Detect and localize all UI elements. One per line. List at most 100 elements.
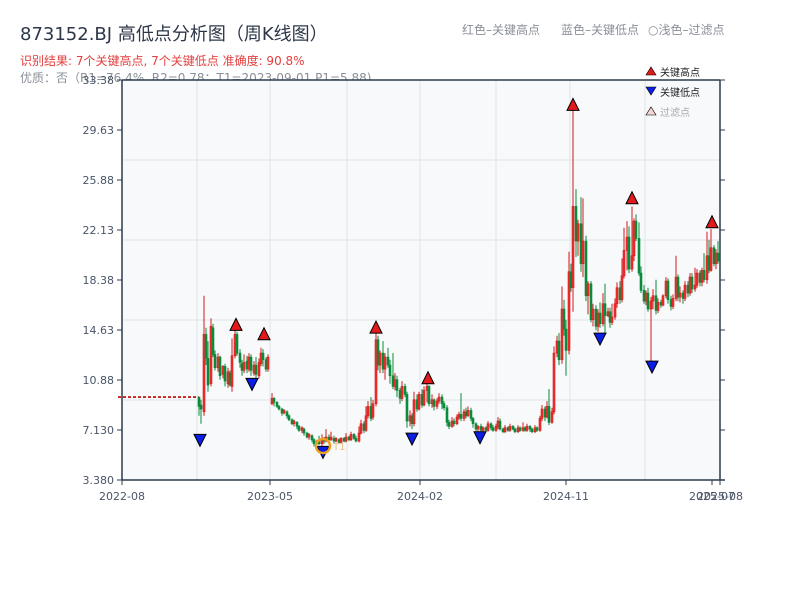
- candle-body: [649, 300, 653, 310]
- y-tick-label: 7.130: [83, 424, 115, 437]
- x-tick-label: 2025-07: [689, 490, 735, 503]
- candle-body: [287, 415, 291, 421]
- candle-body: [576, 223, 580, 242]
- candle-body: [486, 423, 490, 431]
- key-high-marker: [566, 97, 580, 111]
- candle-body: [435, 400, 439, 407]
- candle-body: [622, 250, 626, 277]
- key-high-marker: [625, 190, 639, 205]
- candle-body: [297, 426, 301, 431]
- key-low-marker: [405, 432, 419, 447]
- candle-body: [359, 423, 363, 434]
- candle-body: [503, 427, 507, 433]
- candle-body: [329, 436, 333, 441]
- candle-body: [678, 292, 682, 298]
- candle-body: [257, 362, 261, 377]
- candle-body: [307, 434, 311, 438]
- legend-label: 过滤点: [660, 106, 690, 119]
- candle-body: [223, 366, 227, 382]
- x-tick-label: 2025-08: [697, 490, 743, 503]
- candle-body: [412, 399, 416, 425]
- candle-body: [598, 312, 602, 325]
- candle-body: [249, 356, 253, 371]
- t1-highlight-ring: [314, 437, 332, 455]
- candle-body: [709, 247, 713, 271]
- candle-body: [230, 355, 234, 387]
- candle-body: [238, 352, 242, 363]
- candle-body: [354, 438, 358, 442]
- candle-body: [213, 354, 217, 369]
- candle-body: [442, 403, 446, 409]
- candle-body: [226, 371, 230, 385]
- candle-body: [357, 432, 361, 442]
- key-high-marker: [257, 326, 271, 341]
- candle-body: [364, 415, 368, 431]
- candle-body: [228, 372, 232, 386]
- candle-body: [378, 352, 382, 366]
- candle-body: [272, 398, 276, 403]
- candle-body: [637, 238, 641, 274]
- candle-body: [540, 408, 544, 419]
- candle-body: [447, 422, 451, 427]
- candle-body: [528, 426, 532, 430]
- t1-label: T1: [332, 442, 345, 453]
- y-tick-label: 18.38: [83, 274, 115, 287]
- candle-body: [620, 275, 624, 301]
- candle-body: [613, 303, 617, 318]
- candle-body: [634, 220, 638, 239]
- candle-body: [557, 340, 561, 361]
- candle-body: [344, 436, 348, 442]
- candle-body: [562, 308, 566, 330]
- candle-body: [202, 334, 206, 413]
- candle-body: [386, 356, 390, 366]
- x-tick-label: 2022-08: [99, 490, 145, 503]
- candle-body: [498, 420, 502, 430]
- candles: [197, 110, 720, 447]
- candle-body: [211, 327, 215, 355]
- result-summary: 识别结果: 7个关键高点, 7个关键低点 准确度: 90.8%: [20, 54, 305, 68]
- candle-body: [550, 411, 554, 423]
- key-low-marker: [593, 332, 607, 347]
- plot-area: [122, 80, 720, 480]
- chart-title: 873152.BJ 高低点分析图（周K线图）: [20, 24, 328, 45]
- candle-body: [511, 426, 515, 430]
- candle-body: [581, 240, 585, 265]
- candle-body: [400, 386, 404, 399]
- y-tick-label: 25.88: [83, 174, 115, 187]
- candle-body: [334, 438, 338, 442]
- candle-body: [676, 276, 680, 298]
- x-tick-label: 2024-02: [397, 490, 443, 503]
- candle-body: [417, 394, 421, 410]
- y-tick-label: 29.63: [83, 124, 115, 137]
- candle-body: [440, 396, 444, 405]
- candle-body: [209, 326, 213, 385]
- candle-body: [242, 362, 246, 371]
- candle-body: [552, 352, 556, 413]
- candle-body: [282, 410, 286, 414]
- candle-body: [437, 396, 441, 402]
- candle-body: [405, 394, 409, 422]
- candle-body: [266, 356, 270, 370]
- candle-body: [235, 334, 239, 354]
- candle-body: [388, 364, 392, 377]
- candle-body: [489, 423, 493, 429]
- key-high-marker: [705, 214, 719, 229]
- y-tick-label: 3.380: [83, 474, 115, 487]
- candle-body: [716, 252, 720, 262]
- candle-body: [277, 406, 281, 410]
- candle-body: [591, 308, 595, 321]
- legend-low-icon: [645, 86, 657, 96]
- key-high-marker: [229, 317, 243, 331]
- legend-high-icon: [645, 66, 657, 76]
- candle-body: [494, 426, 498, 431]
- candle-body: [656, 302, 660, 311]
- candle-body: [518, 427, 522, 431]
- candle-body: [513, 428, 517, 433]
- candle-body: [586, 283, 590, 297]
- candle-body: [218, 356, 222, 377]
- y-tick-label: 33.38: [83, 74, 115, 87]
- y-tick-label: 14.63: [83, 324, 115, 337]
- candle-body: [206, 358, 210, 386]
- candle-body: [459, 414, 463, 419]
